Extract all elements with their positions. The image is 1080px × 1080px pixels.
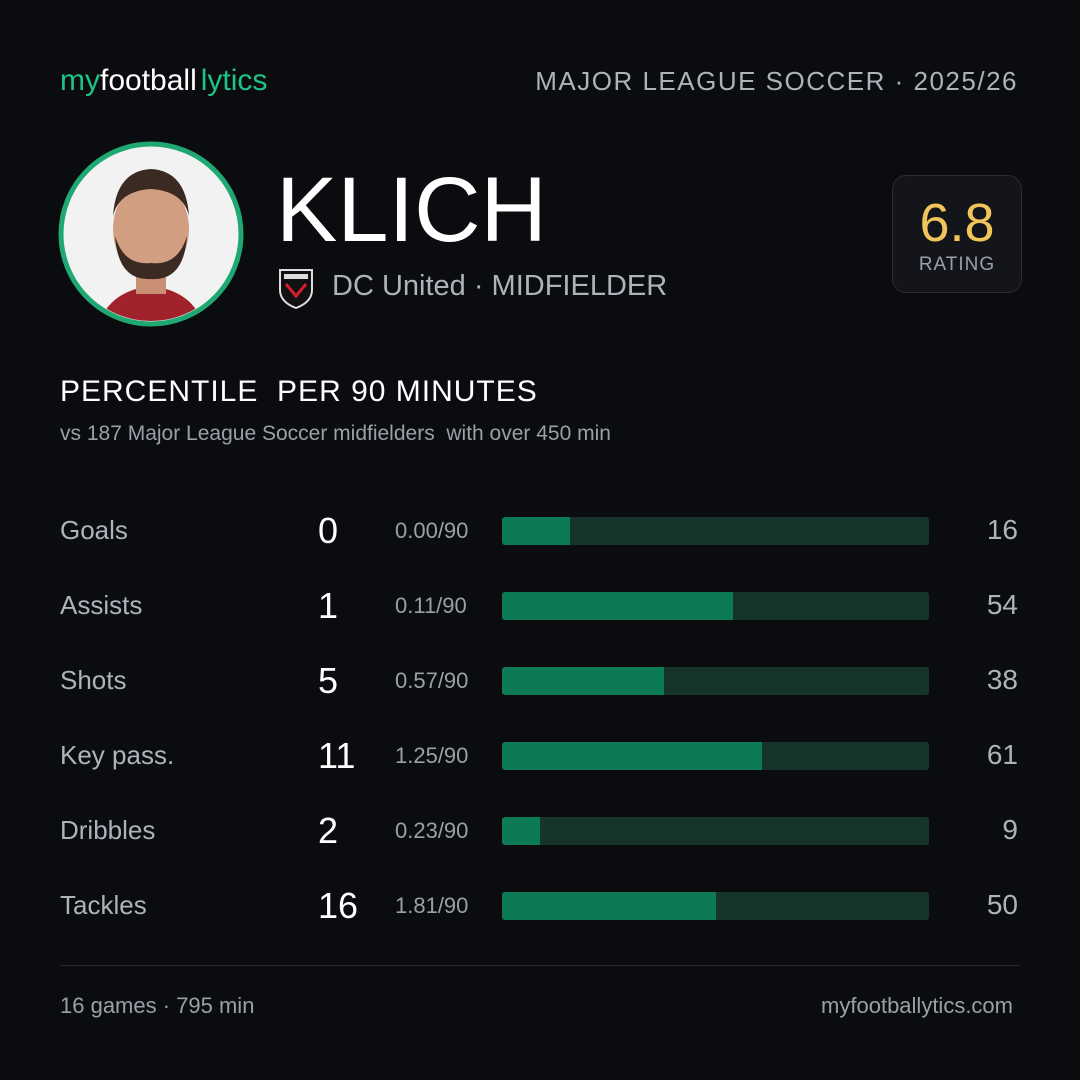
rating-box: 6.8 RATING [892,175,1022,293]
stat-percentile: 54 [986,589,1018,620]
stat-percentile: 38 [986,664,1018,695]
stat-total: 11 [318,735,356,776]
section-title: PERCENTILE PER 90 MINUTES [60,375,538,408]
stat-per90: 1.81/90 [395,893,469,918]
logo-part: my [60,64,100,97]
stat-per90: 0.00/90 [395,518,469,543]
player-photo [58,141,244,327]
stat-label: Goals [60,515,128,545]
bar-track [502,817,929,845]
stat-label: Assists [60,590,143,620]
bar-track [502,592,929,620]
stat-label: Dribbles [60,815,156,845]
logo-part: lytics [200,64,268,97]
percentile-bar [502,592,733,620]
percentile-bar [502,742,763,770]
footer-left: 16 games · 795 min [60,993,255,1018]
section-subtitle: vs 187 Major League Soccer midfielders w… [60,422,611,445]
rating: 6.8 [919,193,995,253]
bar-track [502,517,929,545]
divider [60,965,1020,966]
logo-part: football [100,64,197,97]
bar-track [502,667,929,695]
stat-label: Tackles [60,890,147,920]
footer-right: myfootballytics.com [821,993,1013,1018]
percentile-bar [502,892,716,920]
stat-percentile: 9 [1002,814,1018,845]
bar-track [502,742,929,770]
stat-total: 0 [318,510,339,551]
stat-per90: 0.11/90 [395,593,467,618]
logo: myfootball lytics [60,64,267,98]
percentile-bar [502,817,541,845]
percentile-bar [502,517,571,545]
stat-per90: 0.57/90 [395,668,469,693]
stat-total: 1 [318,585,339,626]
stat-percentile: 50 [986,889,1018,920]
player-name: KLICH [276,159,547,261]
stat-percentile: 61 [986,739,1018,770]
stat-total: 2 [318,810,339,851]
league: MAJOR LEAGUE SOCCER · 2025/26 [535,66,1018,96]
stat-total: 16 [318,885,359,926]
bar-track [502,892,929,920]
stat-per90: 0.23/90 [395,818,469,843]
stat-per90: 1.25/90 [395,743,469,768]
stat-label: Key pass. [60,740,175,770]
stat-label: Shots [60,665,127,695]
club-crest [279,269,313,310]
percentile-bar [502,667,665,695]
stat-percentile: 16 [986,514,1018,545]
club: DC United · MIDFIELDER [332,270,668,302]
rating-label: RATING [918,254,996,275]
stat-total: 5 [318,660,339,701]
